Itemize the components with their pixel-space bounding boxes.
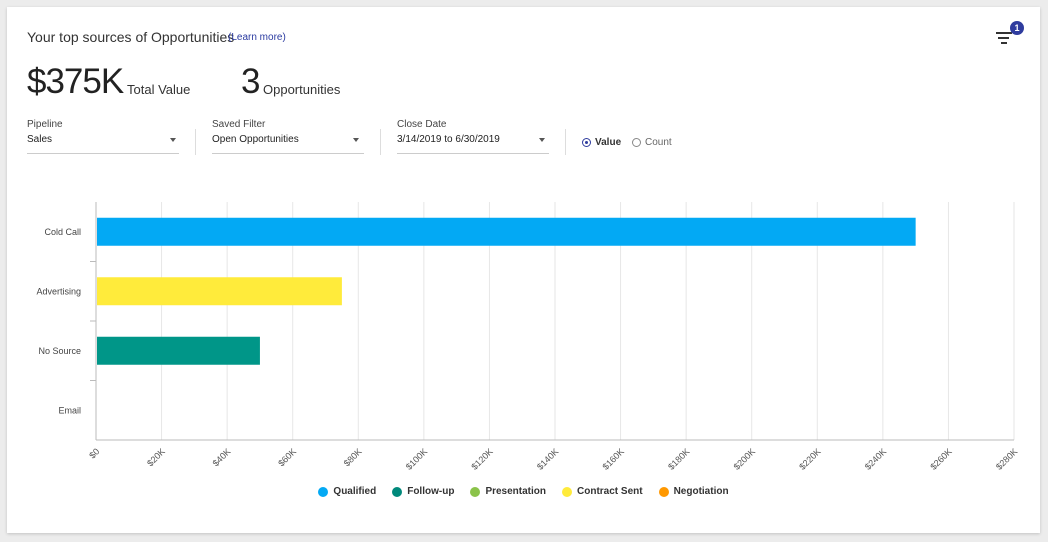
x-tick-label: $40K	[211, 446, 233, 468]
x-tick-label: $220K	[797, 446, 822, 471]
pipeline-select[interactable]: Pipeline Sales	[27, 119, 179, 154]
chevron-down-icon	[539, 138, 545, 142]
x-tick-label: $140K	[535, 446, 560, 471]
x-tick-label: $160K	[601, 446, 626, 471]
category-label: No Source	[38, 346, 81, 356]
pipeline-label: Pipeline	[27, 119, 63, 130]
chevron-down-icon	[353, 138, 359, 142]
legend-item[interactable]: Contract Sent	[562, 486, 643, 497]
learn-more-link[interactable]: (Learn more)	[228, 32, 286, 43]
close-date-select[interactable]: Close Date 3/14/2019 to 6/30/2019	[397, 119, 549, 154]
divider	[380, 129, 381, 155]
x-tick-label: $180K	[666, 446, 691, 471]
legend-swatch	[562, 486, 573, 497]
bar-cold-call	[97, 217, 916, 246]
close-date-label: Close Date	[397, 119, 447, 130]
category-label: Advertising	[36, 286, 81, 296]
x-tick-label: $60K	[276, 446, 298, 468]
legend-label: Qualified	[333, 486, 377, 497]
filter-icon[interactable]	[995, 28, 1015, 46]
card-title: Your top sources of Opportunities	[27, 29, 235, 45]
filter-count-badge: 1	[1010, 21, 1024, 35]
x-tick-label: $280K	[994, 446, 1019, 471]
opportunity-count-label: Opportunities	[263, 82, 341, 97]
total-value: $375K	[27, 62, 124, 101]
saved-filter-value: Open Opportunities	[212, 134, 299, 145]
legend-label: Contract Sent	[577, 486, 643, 497]
radio-empty-icon	[632, 138, 641, 147]
divider	[565, 129, 566, 155]
legend-swatch	[470, 486, 481, 497]
opportunities-card: Your top sources of Opportunities (Learn…	[7, 7, 1040, 533]
saved-filter-label: Saved Filter	[212, 119, 266, 130]
legend-label: Negotiation	[673, 486, 729, 497]
x-tick-label: $240K	[863, 446, 888, 471]
value-radio-label: Value	[595, 137, 622, 148]
bar-no-source	[97, 336, 260, 365]
x-tick-label: $260K	[928, 446, 953, 471]
pipeline-value: Sales	[27, 134, 53, 145]
category-label: Email	[58, 405, 81, 415]
close-date-value: 3/14/2019 to 6/30/2019	[397, 134, 500, 145]
legend-item[interactable]: Follow-up	[392, 486, 454, 497]
legend-swatch	[658, 486, 669, 497]
x-tick-label: $20K	[145, 446, 167, 468]
x-tick-label: $200K	[732, 446, 757, 471]
legend-swatch	[318, 486, 329, 497]
x-tick-label: $80K	[342, 446, 364, 468]
radio-selected-icon	[582, 138, 591, 147]
x-tick-label: $0	[87, 446, 101, 460]
value-radio[interactable]: Value	[582, 137, 621, 148]
legend-label: Presentation	[485, 486, 547, 497]
category-label: Cold Call	[44, 227, 81, 237]
chevron-down-icon	[170, 138, 176, 142]
legend-label: Follow-up	[407, 486, 455, 497]
total-value-label: Total Value	[127, 82, 191, 97]
legend-item[interactable]: Negotiation	[658, 486, 729, 497]
x-tick-label: $100K	[404, 446, 429, 471]
count-radio-label: Count	[645, 137, 672, 148]
opportunity-count: 3	[241, 62, 260, 101]
divider	[195, 129, 196, 155]
chart-legend: Qualified Follow-up Presentation Contract S…	[7, 486, 1040, 497]
x-tick-label: $120K	[469, 446, 494, 471]
saved-filter-select[interactable]: Saved Filter Open Opportunities	[212, 119, 364, 154]
bar-advertising	[97, 277, 342, 306]
count-radio[interactable]: Count	[632, 137, 672, 148]
legend-item[interactable]: Presentation	[470, 486, 546, 497]
bar-chart: $0 $20K $40K $60K $80K $100K $120K $140K $160K $1…	[36, 202, 1019, 472]
legend-item[interactable]: Qualified	[318, 486, 376, 497]
legend-swatch	[392, 486, 403, 497]
